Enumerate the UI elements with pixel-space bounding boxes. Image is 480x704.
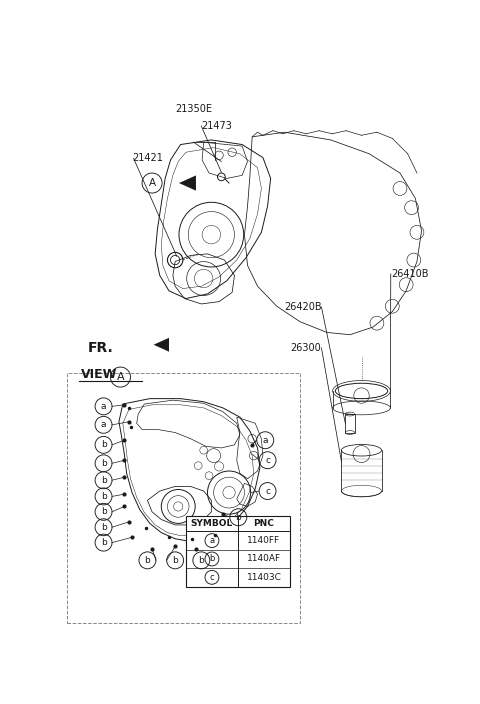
Text: 26300: 26300: [291, 343, 322, 353]
Text: b: b: [101, 508, 107, 516]
Polygon shape: [179, 175, 196, 191]
Text: a: a: [101, 402, 106, 411]
Text: c: c: [265, 486, 270, 496]
Text: c: c: [265, 455, 270, 465]
Text: a: a: [209, 536, 215, 545]
Text: VIEW: VIEW: [81, 368, 117, 381]
Text: a: a: [101, 420, 106, 429]
Text: 21350E: 21350E: [175, 104, 212, 114]
Text: c: c: [210, 573, 214, 582]
Text: b: b: [101, 523, 107, 532]
Text: b: b: [101, 492, 107, 501]
Text: 11403C: 11403C: [246, 573, 281, 582]
Text: 26420B: 26420B: [284, 302, 322, 312]
Text: b: b: [101, 476, 107, 485]
Text: 26410B: 26410B: [391, 269, 428, 279]
Text: b: b: [209, 555, 215, 563]
Text: 21473: 21473: [201, 121, 232, 131]
Text: A: A: [148, 178, 156, 188]
Bar: [345, 414, 355, 432]
Text: b: b: [101, 459, 107, 468]
Text: PNC: PNC: [253, 519, 275, 528]
Text: 1140FF: 1140FF: [247, 536, 280, 545]
Text: a: a: [263, 436, 268, 445]
Text: b: b: [101, 440, 107, 449]
Bar: [67, 373, 300, 624]
Text: b: b: [144, 556, 150, 565]
Text: FR.: FR.: [88, 341, 114, 355]
Text: b: b: [198, 556, 204, 565]
Text: b: b: [172, 556, 178, 565]
Text: A: A: [117, 372, 124, 382]
Text: 21421: 21421: [132, 153, 163, 163]
Polygon shape: [154, 338, 169, 352]
Text: b: b: [101, 538, 107, 547]
Text: b: b: [235, 513, 241, 522]
Bar: [186, 515, 290, 586]
Text: SYMBOL: SYMBOL: [191, 519, 233, 528]
Text: 1140AF: 1140AF: [247, 555, 281, 563]
